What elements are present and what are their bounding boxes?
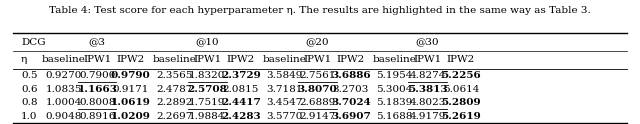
Text: 1.8320: 1.8320 [189, 71, 225, 80]
Text: baseline: baseline [152, 55, 196, 64]
Text: 3.6907: 3.6907 [331, 111, 371, 121]
Text: IPW2: IPW2 [227, 55, 255, 64]
Text: 3.2703: 3.2703 [333, 85, 369, 93]
Text: 0.9171: 0.9171 [113, 85, 148, 93]
Text: 3.4547: 3.4547 [266, 98, 302, 107]
Text: 1.0004: 1.0004 [46, 98, 82, 107]
Text: IPW2: IPW2 [447, 55, 475, 64]
Text: 2.3565: 2.3565 [156, 71, 192, 80]
Text: 3.5770: 3.5770 [266, 111, 302, 121]
Text: 0.8: 0.8 [21, 98, 38, 107]
Text: IPW2: IPW2 [116, 55, 145, 64]
Text: 1.0209: 1.0209 [111, 111, 150, 121]
Text: 4.9179: 4.9179 [410, 111, 445, 121]
Text: 5.2809: 5.2809 [441, 98, 481, 107]
Text: 3.8070: 3.8070 [298, 85, 337, 93]
Text: 5.2619: 5.2619 [441, 111, 481, 121]
Text: 3.5849: 3.5849 [266, 71, 302, 80]
Text: 5.3004: 5.3004 [376, 85, 412, 93]
Text: Table 4: Test score for each hyperparameter η. The results are highlighted in th: Table 4: Test score for each hyperparame… [49, 6, 591, 15]
Text: 5.1839: 5.1839 [376, 98, 412, 107]
Text: 1.7519: 1.7519 [189, 98, 225, 107]
Text: 3.7024: 3.7024 [331, 98, 371, 107]
Text: 2.2697: 2.2697 [156, 111, 192, 121]
Text: 5.2256: 5.2256 [441, 71, 481, 80]
Text: 0.6: 0.6 [21, 85, 38, 93]
Text: 2.4787: 2.4787 [156, 85, 192, 93]
Text: IPW1: IPW1 [303, 55, 332, 64]
Text: 1.0835: 1.0835 [46, 85, 82, 93]
Text: 2.0815: 2.0815 [223, 85, 259, 93]
Text: 2.7561: 2.7561 [300, 71, 335, 80]
Text: IPW2: IPW2 [337, 55, 365, 64]
Text: 3.6886: 3.6886 [331, 71, 371, 80]
Text: 0.7900: 0.7900 [79, 71, 115, 80]
Text: 0.9048: 0.9048 [46, 111, 82, 121]
Text: @3: @3 [89, 38, 106, 47]
Text: @20: @20 [306, 38, 329, 47]
Text: IPW1: IPW1 [193, 55, 221, 64]
Text: 1.9884: 1.9884 [189, 111, 225, 121]
Text: 5.1688: 5.1688 [376, 111, 412, 121]
Text: 1.0619: 1.0619 [111, 98, 150, 107]
Text: 1.1663: 1.1663 [77, 85, 117, 93]
Text: IPW1: IPW1 [83, 55, 111, 64]
Text: 5.0614: 5.0614 [443, 85, 479, 93]
Text: 2.4417: 2.4417 [221, 98, 260, 107]
Text: DCG: DCG [21, 38, 45, 47]
Text: baseline: baseline [372, 55, 416, 64]
Text: @30: @30 [416, 38, 439, 47]
Text: 1.0: 1.0 [21, 111, 38, 121]
Text: 5.3813: 5.3813 [408, 85, 447, 93]
Text: baseline: baseline [42, 55, 86, 64]
Text: η: η [21, 55, 28, 64]
Text: IPW1: IPW1 [413, 55, 442, 64]
Text: 4.8274: 4.8274 [410, 71, 445, 80]
Text: 5.1954: 5.1954 [376, 71, 412, 80]
Text: 2.9147: 2.9147 [300, 111, 335, 121]
Text: 2.4283: 2.4283 [221, 111, 260, 121]
Text: 2.3729: 2.3729 [221, 71, 260, 80]
Text: baseline: baseline [262, 55, 306, 64]
Text: 0.9270: 0.9270 [46, 71, 82, 80]
Text: 2.5708: 2.5708 [188, 85, 227, 93]
Text: @10: @10 [196, 38, 219, 47]
Text: 4.8023: 4.8023 [410, 98, 445, 107]
Text: 0.5: 0.5 [21, 71, 38, 80]
Text: 3.7181: 3.7181 [266, 85, 302, 93]
Text: 2.6889: 2.6889 [300, 98, 335, 107]
Text: 0.8008: 0.8008 [79, 98, 115, 107]
Text: 0.9790: 0.9790 [111, 71, 150, 80]
Text: 2.2892: 2.2892 [156, 98, 192, 107]
Text: 0.8916: 0.8916 [79, 111, 115, 121]
